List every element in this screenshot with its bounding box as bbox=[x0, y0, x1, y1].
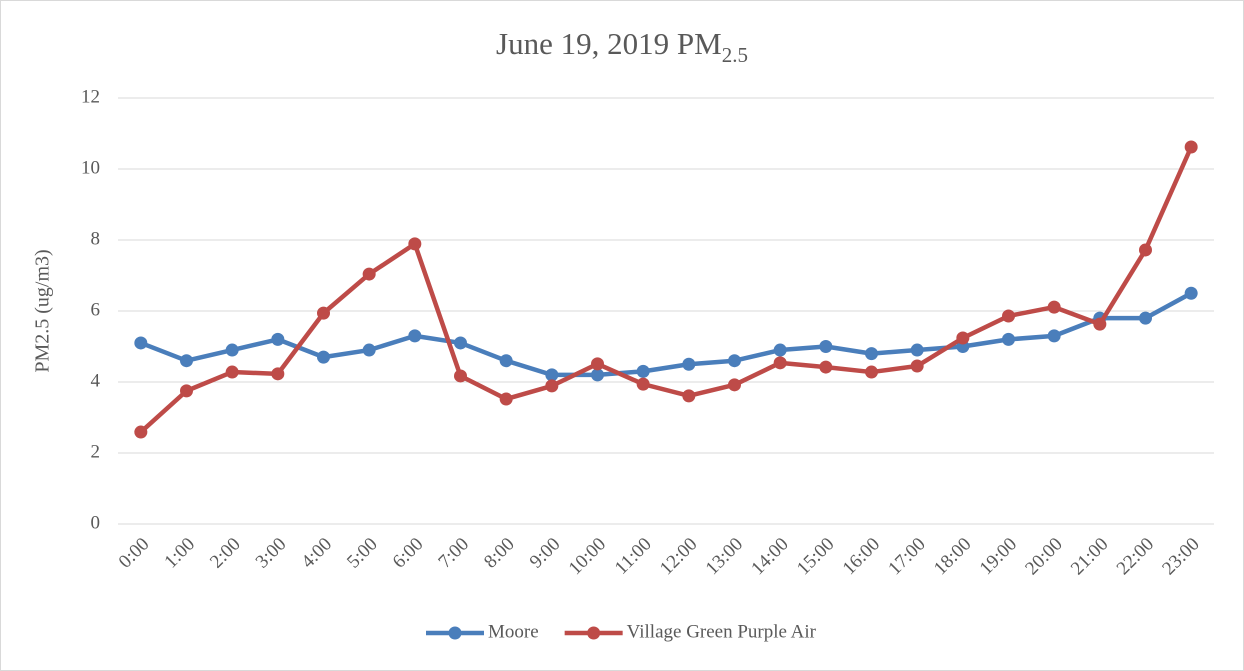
title-text: June 19, 2019 PM bbox=[496, 26, 722, 61]
legend-label: Village Green Purple Air bbox=[627, 621, 817, 642]
y-tick-label: 0 bbox=[91, 512, 101, 533]
y-tick-label: 2 bbox=[91, 441, 101, 462]
data-point bbox=[636, 364, 650, 378]
data-point bbox=[910, 343, 924, 357]
legend-marker bbox=[587, 626, 601, 640]
data-point bbox=[225, 343, 239, 357]
data-point bbox=[499, 354, 513, 368]
data-point bbox=[1047, 329, 1061, 343]
data-point bbox=[773, 356, 787, 370]
legend-label: Moore bbox=[488, 621, 539, 642]
data-point bbox=[636, 377, 650, 391]
data-point bbox=[271, 367, 285, 381]
data-point bbox=[1047, 300, 1061, 314]
data-point bbox=[1184, 140, 1198, 154]
data-point bbox=[819, 340, 833, 353]
data-point bbox=[1139, 311, 1152, 325]
legend-marker bbox=[448, 626, 462, 640]
data-point bbox=[1139, 243, 1152, 257]
data-point bbox=[1002, 309, 1015, 323]
data-point bbox=[865, 365, 878, 379]
series-line bbox=[140, 291, 1193, 378]
data-point bbox=[271, 332, 285, 346]
data-point bbox=[134, 336, 148, 350]
data-point bbox=[1093, 317, 1107, 331]
data-point bbox=[819, 360, 833, 374]
data-point bbox=[362, 343, 376, 357]
data-point bbox=[1184, 286, 1198, 300]
y-tick-label: 8 bbox=[91, 228, 101, 249]
y-axis-title: PM2.5 (ug/m3) bbox=[32, 249, 54, 372]
data-point bbox=[408, 237, 422, 251]
data-point bbox=[682, 357, 696, 371]
data-point bbox=[454, 336, 467, 350]
data-point bbox=[910, 359, 924, 373]
title-subscript: 2.5 bbox=[722, 43, 748, 67]
data-point bbox=[728, 378, 741, 392]
data-point bbox=[591, 368, 604, 382]
y-tick-label: 4 bbox=[91, 370, 101, 391]
data-point bbox=[956, 331, 970, 345]
data-point bbox=[865, 347, 878, 361]
data-point bbox=[317, 306, 330, 320]
y-tick-label: 10 bbox=[81, 157, 100, 178]
chart-title: June 19, 2019 PM2.5 bbox=[496, 26, 748, 67]
data-point bbox=[180, 354, 193, 368]
data-point bbox=[134, 425, 148, 439]
data-point bbox=[545, 379, 559, 393]
series-line bbox=[139, 146, 1194, 434]
data-point bbox=[773, 343, 787, 357]
data-point bbox=[499, 392, 513, 406]
y-tick-label: 6 bbox=[91, 299, 101, 320]
data-point bbox=[180, 384, 193, 398]
data-point bbox=[1002, 332, 1015, 346]
data-point bbox=[682, 389, 696, 403]
data-point bbox=[362, 267, 376, 281]
data-point bbox=[408, 329, 422, 343]
data-point bbox=[454, 369, 467, 383]
data-point bbox=[225, 365, 239, 379]
data-point bbox=[728, 354, 741, 368]
data-point bbox=[545, 368, 559, 382]
data-point bbox=[591, 357, 604, 371]
y-tick-label: 12 bbox=[81, 86, 100, 107]
data-point bbox=[317, 350, 330, 364]
